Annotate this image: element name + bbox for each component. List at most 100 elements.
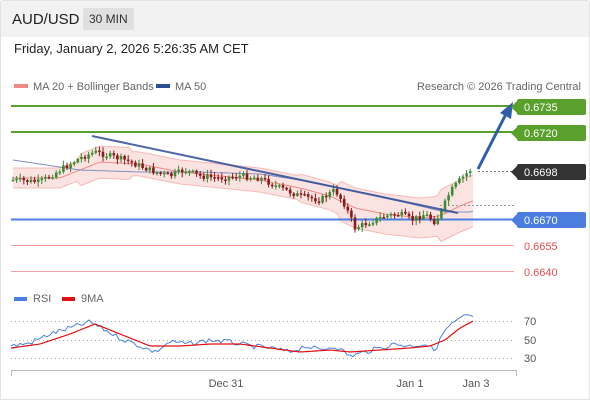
candle-body: [281, 185, 285, 188]
candle-body: [29, 179, 33, 182]
candle-body: [177, 169, 180, 172]
candle-body: [206, 174, 209, 179]
price-tag-0-6735-bg: [517, 99, 586, 115]
candle-body: [306, 194, 310, 197]
candle-body: [407, 213, 411, 216]
candle-body: [267, 178, 270, 185]
candle-body: [429, 214, 432, 220]
bullish-arrow: [476, 102, 513, 170]
candle-body: [396, 215, 400, 217]
candle-body: [15, 178, 18, 181]
candle-body: [202, 175, 206, 179]
bollinger-band-area: [13, 146, 473, 242]
bollinger-upper-line: [13, 145, 474, 199]
candle-body: [314, 198, 317, 202]
candle-body: [54, 172, 58, 178]
candle-body: [461, 176, 465, 179]
candle-body: [130, 161, 134, 163]
candle-body: [274, 185, 278, 187]
rsi-legend: RSI 9MA: [14, 293, 104, 305]
price-tag-0-6640: 0.6640: [524, 267, 558, 279]
rsi-line: [10, 314, 474, 358]
price-tag-0-6698-bg: [517, 164, 586, 180]
candle-body: [389, 214, 393, 216]
arrow-shaft: [476, 113, 508, 170]
candle-body: [213, 177, 216, 179]
candle-body: [36, 179, 40, 182]
price-tag-0-6720-pointer: [511, 127, 517, 139]
candle-body: [339, 194, 342, 199]
candle-body: [292, 193, 296, 196]
candle-body: [400, 211, 404, 216]
candle-body: [62, 165, 65, 172]
candle-body: [414, 216, 418, 221]
candle-body: [371, 223, 375, 225]
price-tag-0-6735: 0.6735: [524, 102, 558, 114]
price-tag-0-6655: 0.6655: [524, 241, 558, 253]
candle-body: [40, 178, 44, 181]
candle-body: [162, 172, 166, 175]
bearish-trendline: [91, 135, 459, 214]
candle-body: [296, 193, 299, 196]
candle-body: [170, 173, 173, 177]
x-label-jan-1: Jan 1: [397, 378, 424, 390]
candle-body: [26, 180, 29, 182]
candle-body: [184, 171, 188, 174]
candle-body: [378, 217, 382, 219]
candle-body: [422, 215, 425, 220]
candle-body: [18, 178, 22, 180]
candle-body: [425, 214, 429, 216]
candle-body: [72, 162, 76, 165]
candle-body: [76, 159, 80, 163]
candle-body: [432, 219, 436, 225]
candle-body: [242, 173, 245, 176]
candle-body: [454, 182, 458, 187]
candle-body: [350, 210, 353, 218]
candle-body: [83, 156, 87, 159]
candle-body: [234, 177, 238, 179]
candle-body: [105, 156, 108, 159]
candle-body: [465, 173, 468, 177]
arrow-head: [500, 102, 513, 119]
candle-body: [231, 176, 234, 179]
candle-body: [198, 173, 202, 176]
candle-body: [152, 167, 155, 174]
candle-body: [263, 178, 267, 180]
candle-body: [260, 178, 263, 181]
candle-body: [159, 172, 162, 174]
timeframe-button[interactable]: 30 MIN: [83, 8, 134, 30]
candle-body: [80, 156, 83, 159]
candle-body: [270, 184, 274, 187]
candle-body: [112, 153, 116, 156]
price-tag-0-6735-pointer: [511, 101, 517, 113]
candle-body: [123, 156, 126, 160]
candle-body: [137, 163, 141, 167]
candle-body: [357, 227, 360, 230]
candle-body: [368, 224, 371, 226]
candle-body: [450, 186, 454, 196]
candle-body: [382, 217, 386, 219]
candle-body: [173, 171, 177, 177]
candle-body: [285, 187, 288, 190]
candle-body: [278, 185, 281, 187]
candle-body: [69, 164, 72, 169]
candle-body: [44, 176, 47, 179]
bollinger-lower-line: [13, 175, 474, 243]
candle-body: [148, 167, 152, 171]
ma50-legend-swatch: [156, 84, 170, 88]
candle-body: [256, 177, 260, 181]
candle-body: [141, 163, 144, 168]
candle-body: [188, 170, 191, 173]
candle-body: [324, 195, 328, 198]
candle-body: [47, 176, 51, 179]
candle-body: [328, 192, 332, 198]
candle-body: [317, 201, 321, 203]
candle-body: [418, 216, 422, 220]
candle-body: [288, 189, 292, 194]
candle-body: [353, 217, 357, 230]
candle-body: [195, 170, 198, 174]
ma50-legend-label: MA 50: [175, 81, 206, 93]
candle-body: [108, 153, 112, 157]
